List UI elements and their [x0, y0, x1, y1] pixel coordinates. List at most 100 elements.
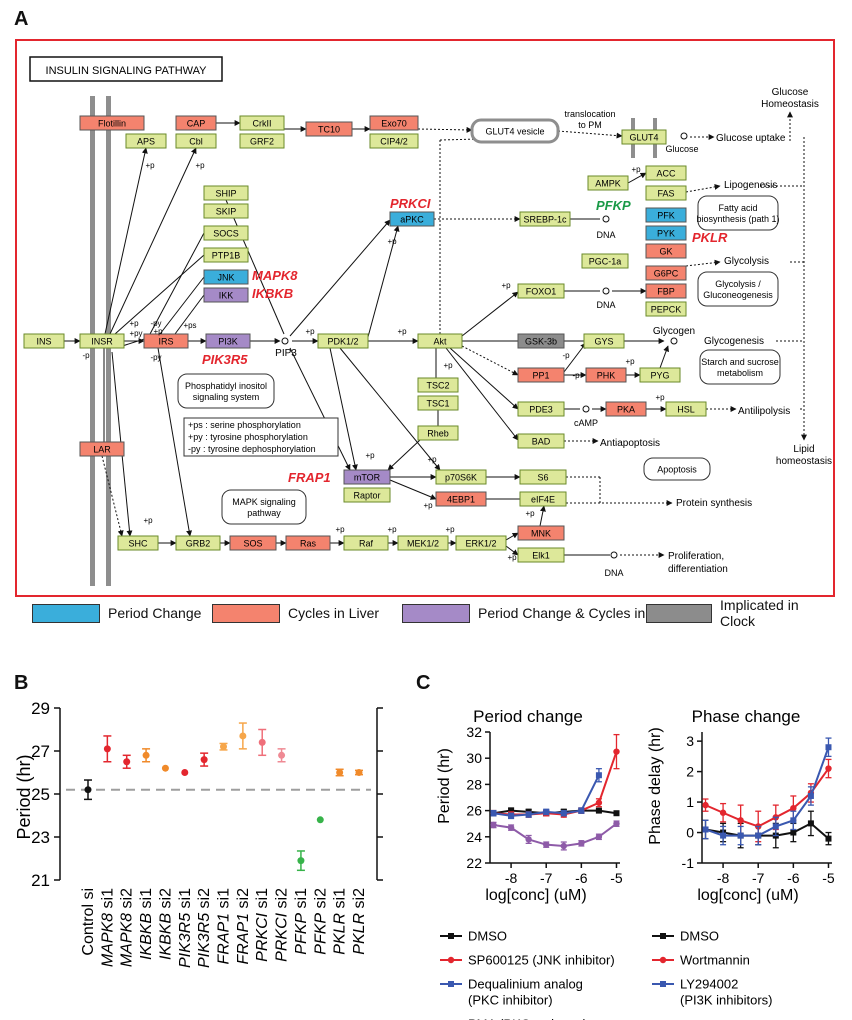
node-label: Exo70 [381, 119, 407, 129]
pathway-label: DNA [596, 230, 615, 240]
gene-node-fbp: FBP [645, 283, 687, 299]
metabolite-node [670, 337, 678, 345]
legend-marker [448, 933, 454, 939]
x-tick-label: IKBKB si1 [138, 888, 155, 960]
gene-node-pp1: PP1 [517, 367, 565, 383]
node-box [417, 395, 459, 411]
node-label: PHK [597, 371, 616, 381]
pathway-label: +p [129, 319, 139, 328]
gene-node-pgc1a: PGC-1a [581, 253, 629, 269]
gene-node-s6: S6 [519, 469, 567, 485]
gene-node-cbl: Cbl [175, 133, 217, 149]
gene-node-lar: LAR [79, 441, 125, 457]
metabolite-node [602, 287, 610, 295]
node-label: 4EBP1 [447, 495, 475, 505]
pathway-label: cAMP [574, 418, 598, 428]
pathway-label: -p [82, 351, 90, 360]
node-box [519, 469, 567, 485]
point-marker [123, 758, 131, 766]
node-box [175, 535, 221, 551]
legend-entry: LY294002(PI3K inhibitors) [652, 977, 772, 1008]
pathway-label: +p [427, 455, 437, 464]
square-marker [490, 810, 497, 817]
circle-marker [560, 842, 567, 850]
round-box [697, 195, 779, 231]
legend-entry: DMSO [440, 929, 507, 944]
node-label: APS [137, 137, 155, 147]
gene-node-jnk: JNK [203, 269, 249, 285]
pathway-label: translocation [564, 109, 615, 119]
pathway-label: +p [423, 501, 433, 510]
data-point [219, 742, 228, 751]
pathway-label: Proliferation, [668, 551, 724, 562]
circle-marker [525, 836, 532, 843]
round-box [643, 457, 711, 481]
node-label: PDK1/2 [327, 337, 358, 347]
box-label-line: Starch and sucrose [701, 357, 779, 367]
gene-node-ins: INS [23, 333, 65, 349]
y-tick-label: 32 [466, 724, 482, 740]
pathway-label: Antiapoptosis [600, 438, 660, 449]
node-label: LAR [93, 445, 111, 455]
node-label: INSR [91, 337, 113, 347]
point-marker [181, 769, 189, 776]
gene-node-srebp: SREBP-1c [519, 211, 571, 227]
gene-node-gsk3b: GSK-3b [517, 333, 565, 349]
drug-response-charts: Period change Phase change Period (hr) P… [436, 707, 835, 1020]
node-label: GK [659, 247, 672, 257]
gene-node-rheb: Rheb [417, 425, 459, 441]
node-box [343, 535, 389, 551]
pathway-box-apoptosis-box: Apoptosis [643, 457, 711, 481]
node-label: MNK [531, 529, 551, 539]
box-label-line: MAPK signaling [232, 497, 296, 507]
metabolite-node [582, 405, 590, 413]
square-marker [578, 807, 585, 814]
node-box [621, 129, 667, 145]
gene-node-erk12: ERK1/2 [455, 535, 507, 551]
node-label: Raf [359, 539, 374, 549]
gene-node-cap: CAP [175, 115, 217, 131]
node-label: GYS [594, 337, 613, 347]
gene-node-shc: SHC [117, 535, 159, 551]
square-marker [825, 835, 832, 842]
gene-node-glut4: GLUT4 [621, 129, 667, 145]
gene-node-pepck: PEPCK [645, 301, 687, 317]
square-marker [560, 810, 567, 817]
node-box [517, 433, 565, 449]
square-marker [595, 772, 602, 779]
node-label: Raptor [353, 491, 380, 501]
pathway-label: +p [143, 516, 153, 525]
gene-node-ampk: AMPK [587, 175, 629, 191]
node-label: Flotillin [98, 119, 126, 129]
node-box [455, 535, 507, 551]
legend-label: Period Change & Cycles in Liver [478, 605, 680, 621]
node-label: MEK1/2 [407, 539, 439, 549]
circle-marker [613, 820, 620, 827]
box-label-line: GLUT4 vesicle [485, 127, 544, 137]
gene-node-crkii: CrkII [239, 115, 285, 131]
point-marker [84, 786, 92, 794]
legend-swatch [646, 603, 713, 623]
gene-node-ptp1b: PTP1B [203, 247, 249, 263]
pathway-label: +p [655, 393, 665, 402]
node-label: JNK [217, 273, 234, 283]
node-box [517, 547, 565, 563]
point-marker [161, 764, 169, 772]
node-box [645, 165, 687, 181]
circle-marker [702, 801, 709, 809]
node-label: INS [36, 337, 51, 347]
pathway-label: -py [150, 319, 161, 328]
y-tick-label: 21 [31, 871, 50, 890]
node-box [203, 185, 249, 201]
legend-entry: SP600125 (JNK inhibitor) [440, 953, 615, 968]
circle-marker [825, 765, 832, 772]
pathway-label: Glucose uptake [716, 133, 786, 144]
point-marker [355, 769, 363, 776]
gene-node-pfk: PFK [645, 207, 687, 223]
box-label-line: metabolism [717, 368, 763, 378]
gene-highlights: PRKCI PFKP PKLR MAPK8 IKBKB PIK3R5 FRAP1 [202, 196, 728, 485]
pathway-label: +p [335, 525, 345, 534]
gene-node-g6pc: G6PC [645, 265, 687, 281]
circle-marker [595, 799, 603, 806]
